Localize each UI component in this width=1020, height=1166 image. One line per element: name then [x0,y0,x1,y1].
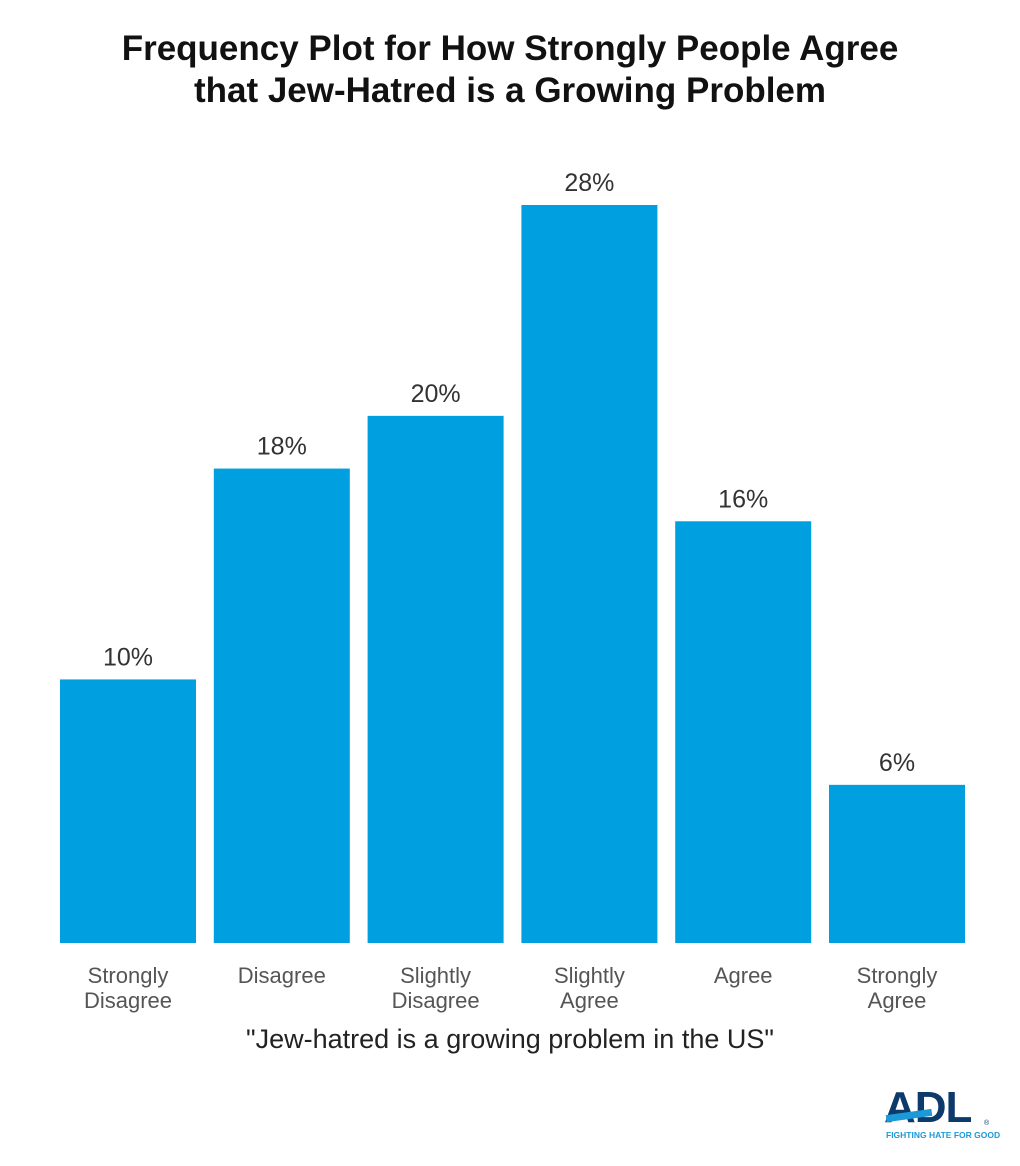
category-tick-label: Slightly [554,963,625,988]
logo-registered-mark: ® [984,1120,990,1127]
data-label: 10% [103,643,153,671]
category-tick-label: Agree [560,988,619,1013]
data-label: 20% [411,380,461,408]
bar [367,415,504,943]
x-axis-label: "Jew-hatred is a growing problem in the … [246,1024,774,1054]
data-label: 28% [564,169,614,197]
bar [60,679,196,943]
category-tick-label: Slightly [400,963,471,988]
bar-chart: 10%StronglyDisagree18%Disagree20%Slightl… [60,169,965,1013]
category-tick-label: Disagree [84,988,172,1013]
logo-tagline: FIGHTING HATE FOR GOOD [886,1130,1001,1140]
chart-title: Frequency Plot for How Strongly People A… [0,28,1020,112]
category-tick-label: Disagree [238,963,326,988]
data-label: 16% [718,485,768,513]
category-tick-label: Disagree [392,988,480,1013]
category-tick-label: Agree [868,988,927,1013]
bar [829,784,965,943]
bar [521,205,658,943]
data-label: 18% [257,433,307,461]
chart-title-line-1: Frequency Plot for How Strongly People A… [121,29,899,68]
adl-logo: ADL ® FIGHTING HATE FOR GOOD [884,1083,1000,1146]
bar [675,521,812,943]
logo-wordmark: ADL [884,1083,972,1132]
category-tick-label: Strongly [88,963,169,988]
chart-title-line-2: that Jew-Hatred is a Growing Problem [193,71,827,110]
data-label: 6% [879,749,915,777]
category-tick-label: Agree [714,963,773,988]
bar [213,468,350,943]
category-tick-label: Strongly [857,963,938,988]
